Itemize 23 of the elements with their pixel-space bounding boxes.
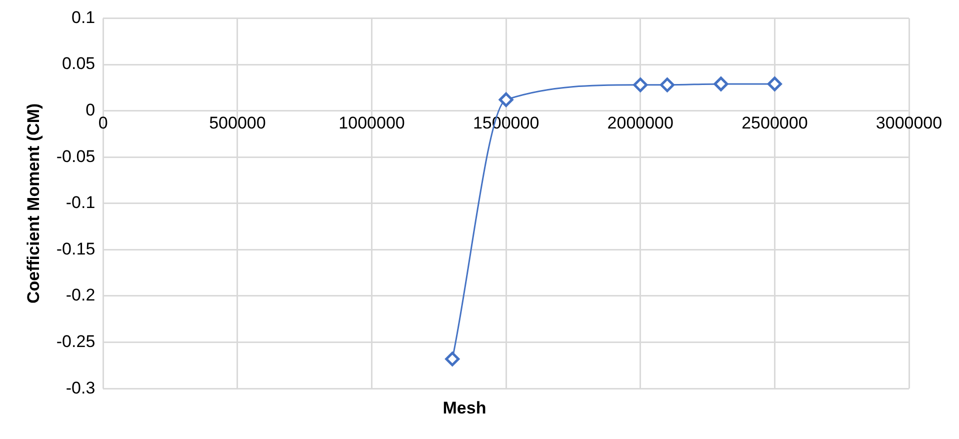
x-tick-label: 0 xyxy=(98,114,108,133)
y-tick-label: -0.05 xyxy=(56,146,96,166)
y-tick-label: 0 xyxy=(86,100,96,120)
point xyxy=(660,78,674,92)
x-tick-label: 1000000 xyxy=(338,114,405,133)
x-tick-label: 500000 xyxy=(209,114,266,133)
y-tick-label: -0.15 xyxy=(56,239,96,258)
point xyxy=(633,78,648,92)
x-axis-title: Mesh xyxy=(442,398,486,418)
point xyxy=(498,92,514,107)
y-axis-title: Coefficient Moment (CM) xyxy=(24,103,43,304)
y-tick-label: -0.1 xyxy=(66,193,96,212)
point xyxy=(714,76,728,92)
x-tick-label: 3000000 xyxy=(876,114,942,133)
y-tick-label: 0.05 xyxy=(62,54,96,74)
y-tick-label: 0.1 xyxy=(72,8,96,27)
y-tick-label: -0.2 xyxy=(66,286,96,305)
point xyxy=(445,352,460,366)
y-tick-label: -0.3 xyxy=(66,378,96,398)
point xyxy=(767,76,782,92)
x-tick-label: 2500000 xyxy=(742,114,808,133)
y-tick-label: -0.25 xyxy=(56,332,96,351)
x-tick-label: 2000000 xyxy=(607,114,674,133)
